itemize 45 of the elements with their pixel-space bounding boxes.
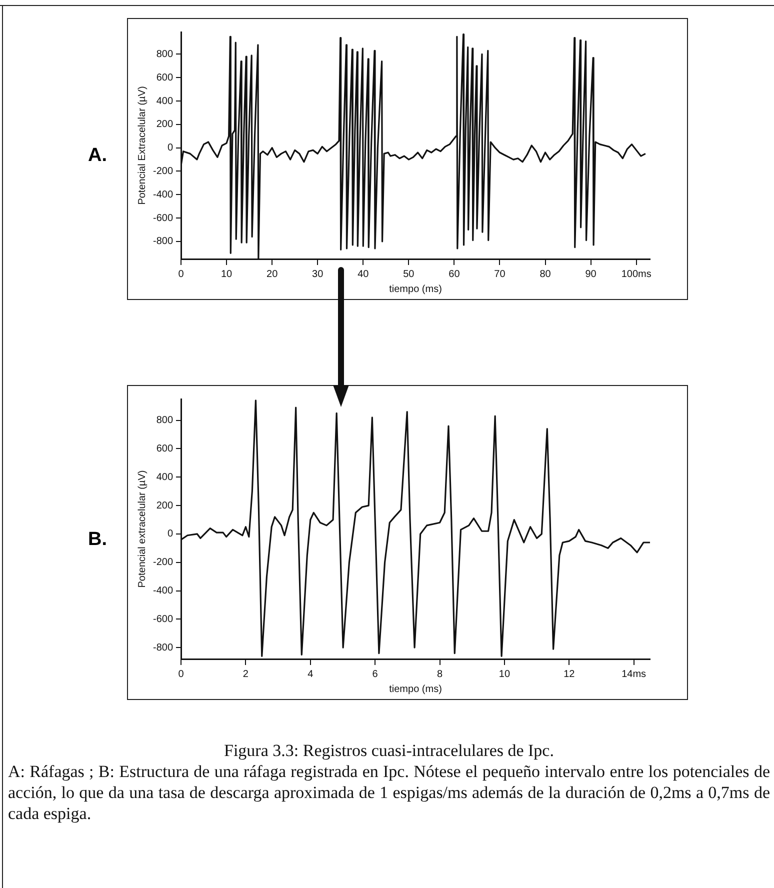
- x-tick-label: 12: [564, 668, 576, 680]
- x-tick-label: 8: [436, 668, 443, 680]
- y-tick-label: -400: [153, 189, 174, 200]
- y-tick-label: 400: [156, 472, 174, 483]
- x-tick-label: 0: [178, 268, 184, 280]
- y-tick-label: 600: [156, 72, 174, 84]
- y-tick-label: -600: [153, 212, 174, 224]
- x-tick-label: 0: [178, 668, 184, 680]
- y-tick-label: -200: [153, 557, 174, 568]
- y-tick-label: 200: [156, 119, 174, 130]
- y-tick-label: 600: [156, 443, 174, 454]
- y-tick-label: -800: [153, 642, 174, 654]
- text: Figura 3.3: Registros cuasi-intracelulares de Ipc.: [223, 740, 555, 761]
- y-tick-label: -400: [153, 586, 174, 597]
- text: A.: [88, 145, 107, 167]
- y-tick-label: 200: [156, 500, 174, 512]
- x-tick-label: 4: [308, 668, 314, 680]
- x-axis-title: tiempo (ms): [389, 684, 442, 695]
- x-tick-label: 10: [498, 668, 510, 680]
- text: A: Ráfagas ; B: Estructura de una ráfaga registrada en Ipc. Nótese el pequeño intervalo entre los potenciales de acción, lo que da una tasa de descarga aproximada de 1 espigas/ms además de la duración de 0,2ms a 0,7ms de cada espiga.: [8, 761, 770, 824]
- text: B.: [88, 528, 107, 550]
- x-tick-label: 50: [403, 268, 415, 280]
- x-tick-label: 80: [540, 268, 552, 280]
- x-tick-label: 70: [494, 268, 506, 280]
- y-tick-label: 0: [167, 528, 174, 540]
- y-tick-label: -600: [153, 614, 174, 625]
- y-tick-label: -200: [153, 166, 174, 177]
- x-tick-label: 6: [372, 668, 378, 680]
- y-axis-title: Potencial extracelular (µV): [136, 470, 148, 588]
- x-tick-label: 40: [358, 268, 370, 280]
- x-tick-label: 60: [448, 268, 460, 280]
- y-tick-label: -800: [153, 236, 174, 248]
- x-tick-label: 90: [585, 268, 597, 280]
- x-tick-label: 10: [220, 268, 233, 280]
- x-tick-label: 100ms: [621, 268, 652, 280]
- x-tick-label: 2: [242, 668, 249, 680]
- y-tick-label: 0: [167, 142, 174, 154]
- x-axis-title: tiempo (ms): [389, 284, 442, 295]
- y-tick-label: 400: [156, 96, 174, 107]
- y-axis-title: Potencial Extracelular (µV): [136, 86, 148, 205]
- y-tick-label: 800: [156, 415, 174, 426]
- y-tick-label: 800: [156, 48, 174, 60]
- x-tick-label: 20: [266, 268, 278, 280]
- x-tick-label: 30: [312, 268, 324, 280]
- x-tick-label: 14ms: [622, 668, 646, 680]
